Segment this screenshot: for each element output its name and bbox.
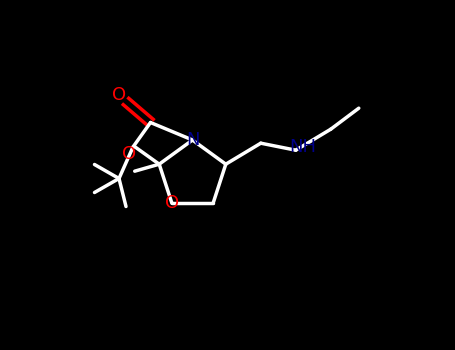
Text: O: O	[112, 85, 126, 104]
Text: N: N	[186, 131, 199, 149]
Text: O: O	[122, 145, 136, 163]
Text: O: O	[165, 194, 179, 212]
Text: NH: NH	[289, 138, 316, 156]
